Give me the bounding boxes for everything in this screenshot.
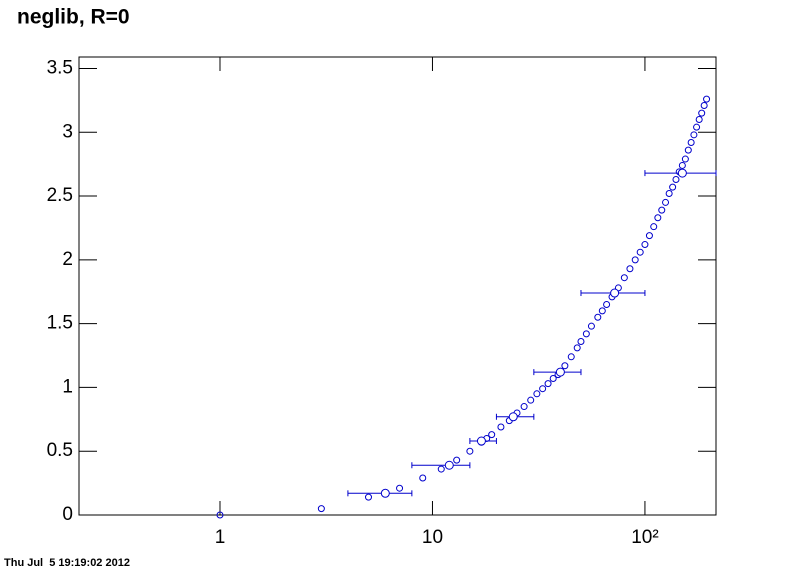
x-tick-label: 1 — [215, 527, 226, 548]
point — [695, 116, 703, 124]
bin-marker — [508, 412, 518, 422]
point — [698, 109, 706, 117]
point — [216, 511, 224, 519]
point — [620, 274, 628, 282]
point — [549, 374, 557, 382]
point — [582, 330, 590, 338]
y-tick-label: 1 — [62, 376, 73, 397]
bin-marker — [610, 288, 620, 298]
point — [497, 423, 505, 431]
point — [453, 456, 461, 464]
point — [641, 241, 649, 249]
point — [587, 322, 595, 330]
point — [598, 307, 606, 315]
y-tick-label: 2.5 — [47, 185, 73, 206]
point — [573, 344, 581, 352]
point — [678, 161, 686, 169]
point — [577, 337, 585, 345]
bin-marker — [380, 488, 390, 498]
point — [703, 95, 711, 103]
y-tick-label: 3 — [62, 121, 73, 142]
point — [396, 484, 404, 492]
point — [662, 198, 670, 206]
point — [693, 123, 701, 131]
point — [684, 146, 692, 154]
point — [594, 313, 602, 321]
point — [687, 138, 695, 146]
point — [419, 474, 427, 482]
point — [690, 131, 698, 139]
point — [631, 256, 639, 264]
point — [700, 101, 708, 109]
y-tick-label: 1.5 — [47, 313, 73, 334]
y-tick-label: 2 — [62, 249, 73, 270]
point — [645, 232, 653, 240]
point — [650, 223, 658, 231]
point — [636, 248, 644, 256]
point — [561, 362, 569, 370]
point — [672, 175, 680, 183]
point — [364, 493, 372, 501]
point — [603, 300, 611, 308]
point — [466, 447, 474, 455]
point — [626, 265, 634, 273]
footer: Thu Jul 5 19:19:02 2012 — [4, 557, 130, 569]
point — [488, 431, 496, 439]
point — [317, 505, 325, 513]
bin-marker — [476, 436, 486, 446]
bin-marker — [555, 367, 565, 377]
point — [527, 396, 535, 404]
point — [665, 190, 673, 198]
point — [669, 183, 677, 191]
y-tick-label: 0 — [62, 504, 73, 525]
y-tick-label: 0.5 — [47, 440, 73, 461]
point — [533, 390, 541, 398]
x-tick-label: 10 — [422, 527, 443, 548]
point — [539, 385, 547, 393]
bin-marker — [444, 460, 454, 470]
frame — [78, 56, 717, 516]
point — [544, 380, 552, 388]
point — [681, 155, 689, 163]
bin-marker — [677, 168, 687, 178]
y-tick-label: 3.5 — [47, 57, 73, 78]
chart-title: neglib, R=0 — [17, 6, 130, 29]
point — [654, 214, 662, 222]
x-tick-label: 10² — [631, 527, 658, 548]
point — [520, 403, 528, 411]
point — [658, 206, 666, 214]
point — [567, 353, 575, 361]
point — [437, 465, 445, 473]
